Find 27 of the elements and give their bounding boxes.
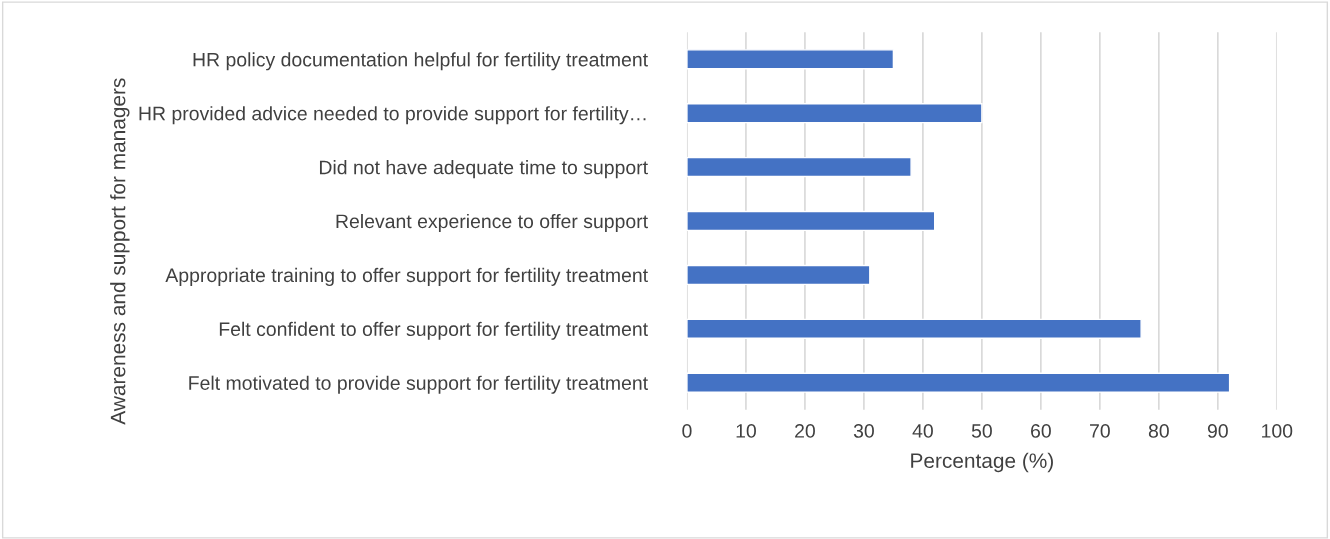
x-tick-label: 0 xyxy=(682,424,692,438)
bar xyxy=(686,210,936,232)
x-tick-label: 90 xyxy=(1207,424,1228,438)
bar xyxy=(686,49,895,70)
y-tick-label: Appropriate training to offer support for fertility treatment xyxy=(165,267,648,286)
y-tick-label: Did not have adequate time to support xyxy=(319,160,648,179)
y-tick-label: Felt motivated to provide support for fertility treatment xyxy=(189,375,648,394)
x-axis-title: Percentage (%) xyxy=(911,452,1053,473)
bar xyxy=(686,264,871,286)
x-tick-label: 10 xyxy=(736,424,756,438)
x-tick-label: 30 xyxy=(853,424,874,438)
x-tick-label: 60 xyxy=(1031,424,1051,438)
y-tick-label: HR policy documentation helpful for fertility treatment xyxy=(193,52,648,71)
x-tick-label: 40 xyxy=(912,424,933,438)
bar xyxy=(686,156,912,178)
y-axis-title: Awareness and support for managers xyxy=(110,78,130,425)
x-tick-label: 20 xyxy=(795,424,815,438)
bar xyxy=(686,103,983,124)
bar xyxy=(686,372,1231,393)
x-tick-label: 100 xyxy=(1262,424,1293,438)
y-tick-label: Felt confident to offer support for fertility treatment xyxy=(219,321,648,340)
y-tick-label: Relevant experience to offer support xyxy=(336,213,648,233)
x-tick-label: 70 xyxy=(1090,424,1110,438)
y-tick-label: HR provided advice needed to provide support for fertility… xyxy=(139,106,646,125)
x-tick-label: 80 xyxy=(1148,424,1169,438)
x-tick-label: 50 xyxy=(971,424,992,438)
bar xyxy=(686,318,1142,339)
